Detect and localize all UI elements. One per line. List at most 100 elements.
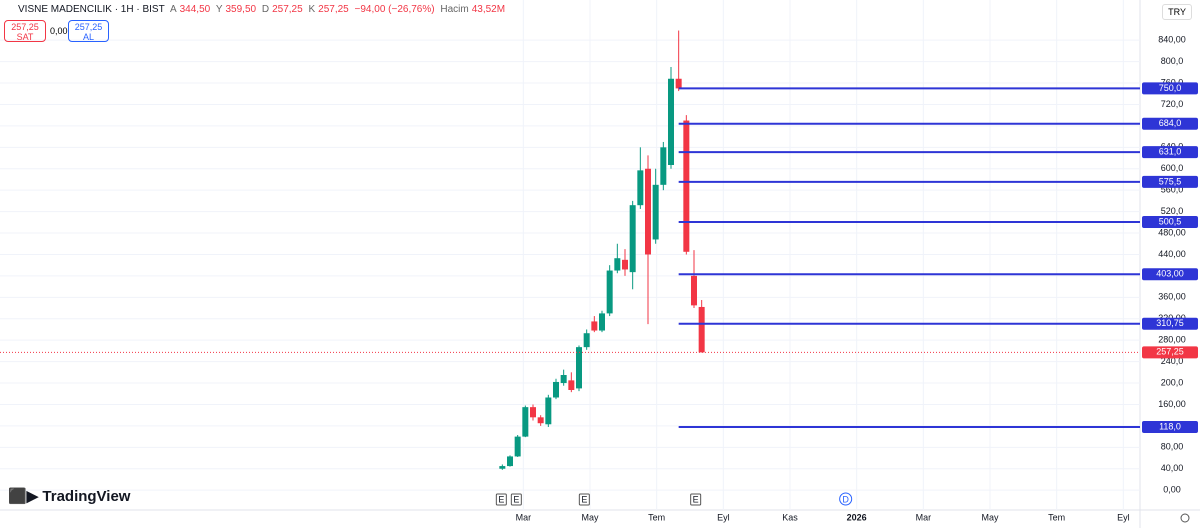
y-tick-label: 80,00 [1161, 442, 1184, 452]
y-tick-label: 0,00 [1163, 485, 1181, 495]
level-label: 403,00 [1156, 269, 1184, 279]
candle-body [606, 270, 613, 314]
y-tick-label: 280,00 [1158, 335, 1186, 345]
brand-name: TradingView [42, 488, 131, 505]
candle-body [537, 417, 544, 424]
change: −94,00 (−26,76%) [354, 4, 435, 15]
candle-body [591, 321, 598, 331]
candle-body [629, 205, 636, 273]
y-tick-label: 800,0 [1161, 56, 1184, 66]
level-tag [1142, 146, 1198, 159]
candle-body [499, 466, 506, 469]
candle-body [652, 184, 659, 240]
event-marker [510, 493, 522, 506]
candle-body [645, 168, 651, 255]
value: 359,50 [225, 4, 257, 15]
candle-body [514, 436, 521, 457]
event-label: D [842, 494, 849, 504]
settings-icon [1180, 513, 1190, 523]
level-label: 750,0 [1159, 83, 1182, 93]
y-tick-label: 840,00 [1158, 35, 1186, 45]
y-tick-label: 360,00 [1158, 292, 1186, 302]
event-marker [578, 493, 590, 506]
value: 344,50 [179, 4, 211, 15]
symbol: VISNE MADENCILIK · 1H · BIST [18, 4, 165, 15]
brand: ⬛▶ TradingView [8, 488, 131, 505]
y-tick-label: 480,00 [1158, 227, 1186, 237]
level-tag [1142, 317, 1198, 330]
x-tick-label: Eyl [717, 512, 730, 522]
candle-body [530, 407, 536, 418]
candle-body [507, 456, 513, 467]
x-tick-label: Tem [1048, 512, 1065, 522]
price-tag [1142, 346, 1198, 359]
y-tick-label: 720,0 [1161, 99, 1184, 109]
x-tick-label: May [981, 512, 999, 522]
candle-body [599, 313, 605, 331]
level-label: 575,5 [1159, 176, 1182, 186]
level-tag [1142, 268, 1198, 281]
y-tick-label: 560,0 [1161, 185, 1184, 195]
currency[interactable]: TRY [1162, 4, 1192, 20]
candle-body [660, 147, 667, 185]
y-tick-label: 600,0 [1161, 163, 1184, 173]
event-label: E [581, 494, 587, 504]
label: K [308, 4, 316, 15]
candle-body [698, 306, 705, 353]
label: Y [215, 4, 223, 15]
level-label: 684,0 [1159, 118, 1182, 128]
y-tick-label: 240,0 [1161, 356, 1184, 366]
buy-button[interactable]: 257,25 AL [68, 20, 109, 42]
level-label: 118,0 [1159, 421, 1181, 431]
event-marker [839, 492, 853, 506]
level-tag [1142, 175, 1198, 188]
label: D [261, 4, 270, 15]
level-tag [1142, 82, 1198, 95]
price-label: 257,25 [1156, 347, 1184, 357]
candle-body [576, 347, 582, 389]
label: AL [82, 32, 94, 42]
x-tick-label: 2026 [847, 512, 867, 522]
level-label: 500,5 [1159, 216, 1182, 226]
level-tag [1142, 117, 1198, 130]
label: SAT [16, 32, 34, 42]
y-tick-label: 520,0 [1161, 206, 1184, 216]
y-tick-label: 160,00 [1158, 399, 1186, 409]
candle-body [668, 78, 674, 165]
candle-body [545, 397, 552, 425]
candle-body [683, 120, 690, 252]
event-label: E [513, 494, 519, 504]
sell-button[interactable]: 257,25 SAT [4, 20, 46, 42]
candle-body [553, 381, 559, 398]
price: 257,25 [11, 22, 39, 32]
event-label: E [498, 494, 504, 504]
candle-body [637, 170, 644, 206]
candle-body [522, 407, 529, 437]
x-tick-label: Kas [782, 512, 798, 522]
value: 257,25 [318, 4, 349, 15]
x-tick-label: May [581, 512, 599, 522]
y-tick-label: 440,00 [1158, 249, 1186, 259]
x-tick-label: Eyl [1117, 512, 1130, 522]
level-tag [1142, 420, 1198, 433]
x-tick-label: Mar [516, 512, 532, 522]
y-tick-label: 200,0 [1161, 377, 1184, 387]
x-tick-label: Mar [916, 512, 932, 522]
level-tag [1142, 216, 1198, 229]
value: 43,52M [471, 4, 506, 15]
level-label: 310,75 [1156, 318, 1184, 328]
event-marker [690, 493, 702, 506]
event-label: E [693, 494, 699, 504]
label: A [169, 4, 177, 15]
candle-body [568, 380, 575, 390]
candle-body [691, 275, 697, 306]
value: 257,25 [272, 4, 303, 15]
candle-body [560, 375, 567, 384]
y-tick-label: 40,00 [1161, 463, 1184, 473]
legend-row: VISNE MADENCILIK · 1H · BIST A 344,50 Y 35… [18, 4, 508, 15]
level-label: 631,0 [1159, 147, 1182, 157]
candle-body [675, 78, 682, 89]
event-marker [495, 493, 507, 506]
